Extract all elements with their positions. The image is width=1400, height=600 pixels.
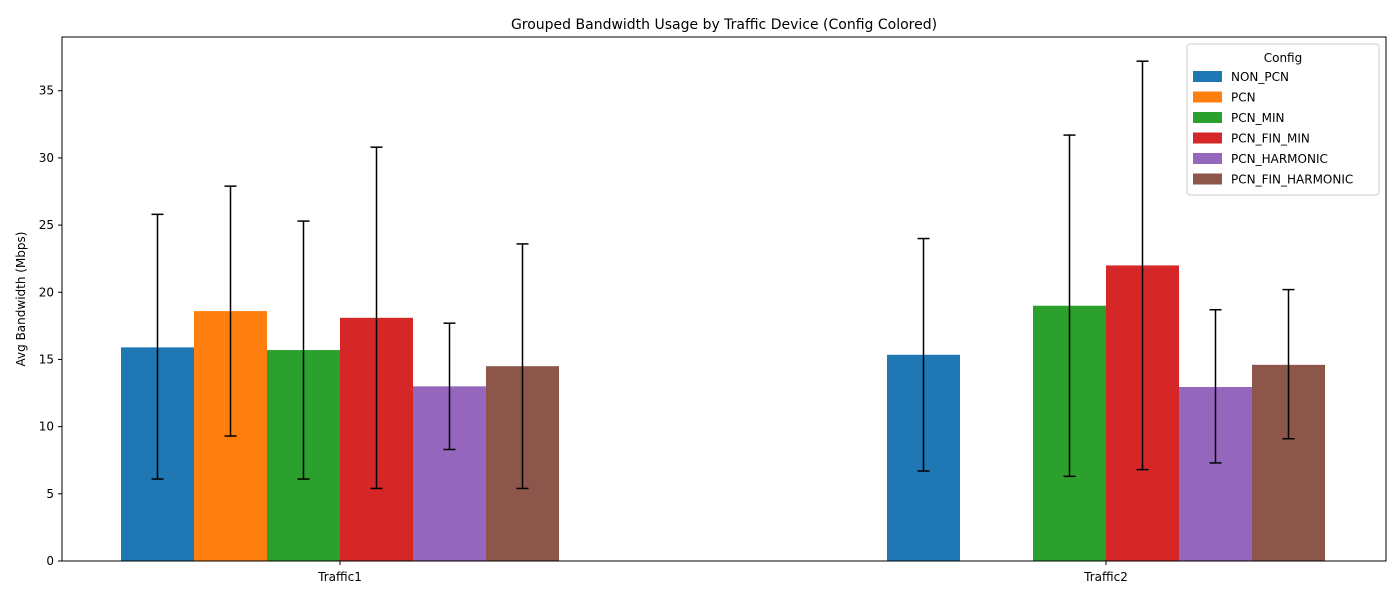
legend-entry: PCN [1231,91,1256,105]
y-tick-label: 20 [39,285,54,299]
legend-box [1186,43,1380,196]
y-tick-label: 10 [39,420,54,434]
legend-swatch [1193,112,1222,123]
x-tick-label: Traffic1 [317,570,362,584]
legend-swatch [1193,132,1222,144]
y-axis-label: Avg Bandwidth (Mbps) [14,232,28,367]
y-tick-label: 25 [39,218,54,232]
legend-entry: PCN_FIN_HARMONIC [1231,173,1353,187]
legend-entry: PCN_HARMONIC [1231,152,1328,166]
legend: Config NON_PCN PCN PCN_MIN PCN_FIN_MIN PCN_HA… [1186,43,1380,196]
y-tick-label: 30 [39,151,54,165]
legend-entry: NON_PCN [1231,70,1289,84]
plot-frame [61,36,1387,562]
legend-swatch [1193,153,1222,164]
chart-title: Grouped Bandwidth Usage by Traffic Devic… [511,17,937,33]
y-tick-label: 15 [39,352,54,366]
y-tick-label: 5 [46,487,54,501]
plot-area: 0 5 10 15 20 25 30 35 Traffic1 Traffic2 [39,36,1387,584]
legend-title: Config [1264,51,1303,65]
legend-swatch [1193,173,1222,185]
y-tick-label: 0 [46,554,54,568]
legend-entry: PCN_FIN_MIN [1231,132,1310,146]
y-tick-label: 35 [39,84,54,98]
legend-entry: PCN_MIN [1231,111,1284,125]
legend-swatch [1193,71,1222,82]
legend-swatch [1193,91,1222,103]
x-tick-label: Traffic2 [1083,570,1128,584]
